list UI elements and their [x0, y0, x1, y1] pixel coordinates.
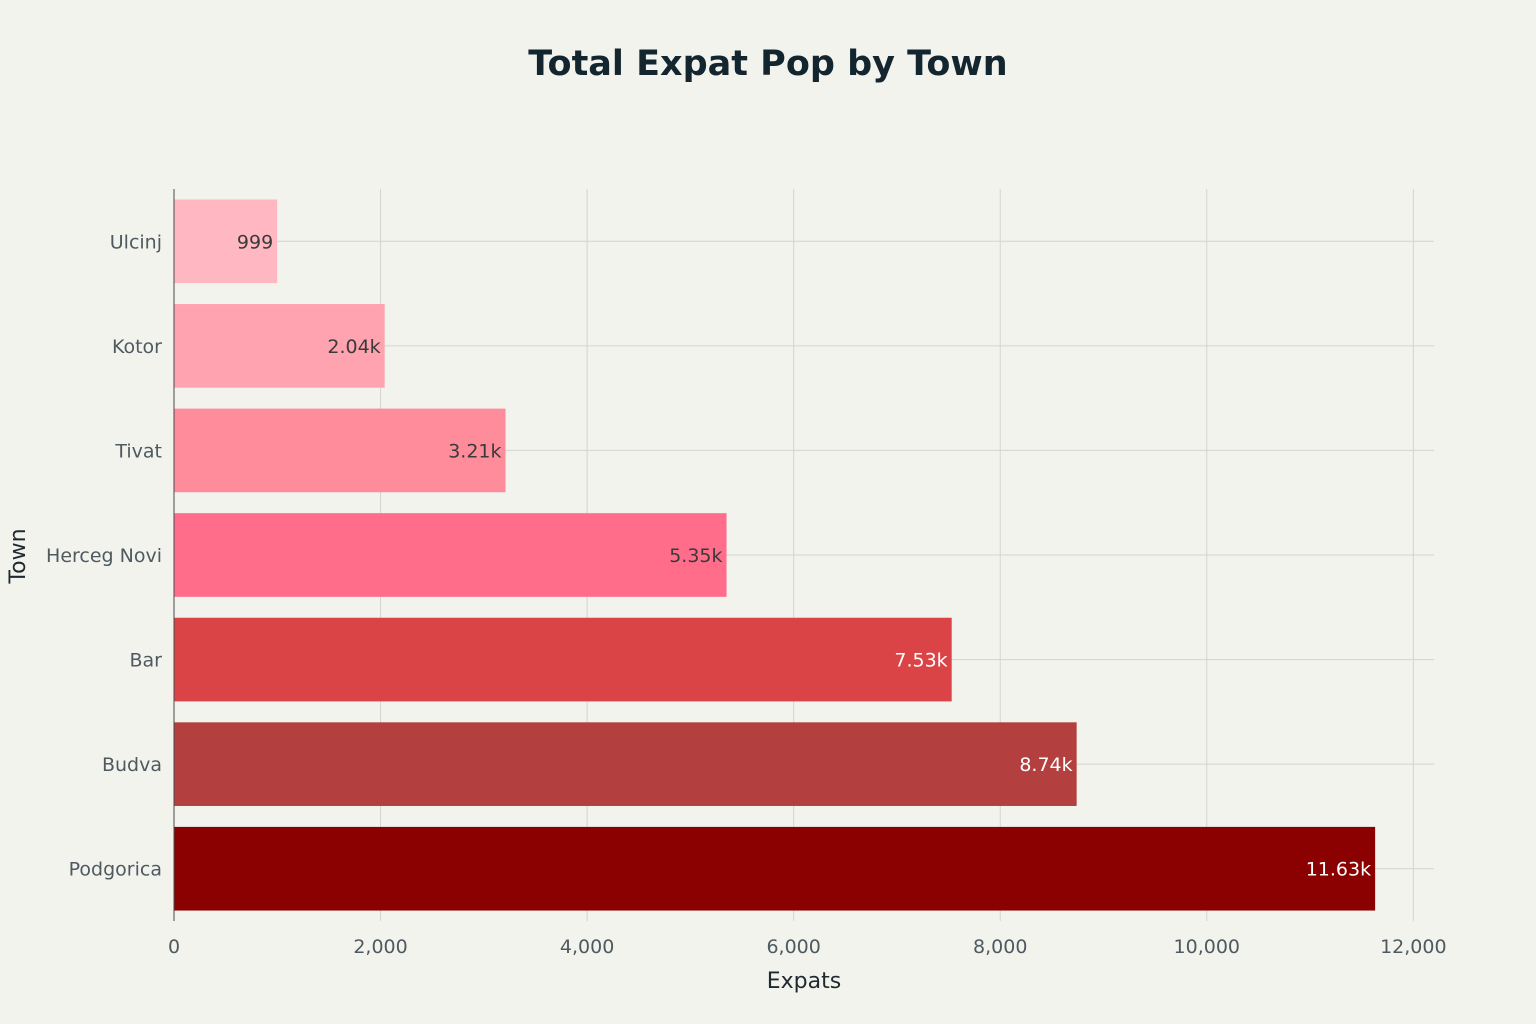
bars [174, 199, 1376, 911]
x-axis-title: Expats [767, 969, 841, 994]
x-tick-label: 2,000 [353, 936, 407, 958]
x-tick-label: 10,000 [1174, 936, 1240, 958]
bar [174, 617, 952, 702]
x-tick-label: 12,000 [1380, 936, 1446, 958]
bar [174, 408, 506, 493]
bar [174, 199, 278, 284]
category-label: Tivat [114, 440, 162, 462]
x-tick-label: 4,000 [560, 936, 614, 958]
bar-data-label: 2.04k [327, 336, 380, 358]
x-tick-label: 8,000 [973, 936, 1027, 958]
category-label: Herceg Novi [46, 545, 162, 567]
bar-data-labels: 999 2.04k 3.21k 5.35k 7.53k 8.74k 11.63k [237, 231, 1371, 880]
bar [174, 826, 1376, 911]
category-label: Podgorica [69, 859, 162, 881]
x-tick-label: 6,000 [766, 936, 820, 958]
bar [174, 513, 727, 597]
bar-data-label: 999 [237, 231, 273, 253]
chart-title: Total Expat Pop by Town [528, 44, 1007, 84]
x-tick-label: 0 [168, 936, 180, 958]
category-label: Bar [130, 650, 163, 672]
bar [174, 304, 385, 388]
bar-data-label: 5.35k [669, 545, 722, 567]
bar-data-label: 3.21k [448, 440, 501, 462]
bar-data-label: 8.74k [1019, 754, 1072, 776]
x-tick-labels: 0 2,000 4,000 6,000 8,000 10,000 12,000 [168, 936, 1447, 958]
category-label: Ulcinj [110, 231, 162, 253]
y-axis-title: Town [6, 528, 31, 584]
category-label: Budva [102, 754, 162, 776]
bar [174, 722, 1077, 806]
category-labels: Ulcinj Kotor Tivat Herceg Novi Bar Budva Podgo… [46, 231, 162, 880]
category-label: Kotor [112, 336, 162, 358]
bar-data-label: 11.63k [1306, 859, 1371, 881]
bar-data-label: 7.53k [894, 650, 947, 672]
